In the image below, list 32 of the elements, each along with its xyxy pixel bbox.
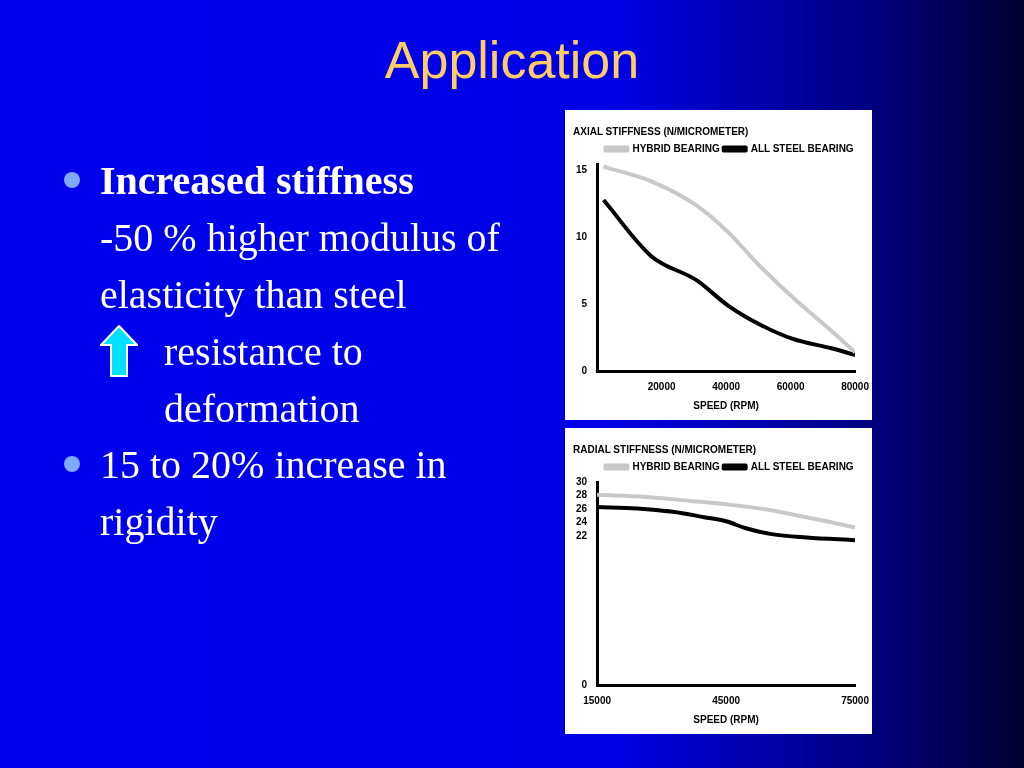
x-tick-label: 75000 <box>841 694 870 706</box>
text: 15 to 20% increase in rigidity <box>100 441 448 546</box>
x-tick-label: 40000 <box>712 380 741 392</box>
x-tick-label: 15000 <box>583 694 612 706</box>
y-tick-label: 22 <box>576 529 588 541</box>
x-axis-title: SPEED (RPM) <box>693 399 759 411</box>
x-tick-label: 20000 <box>647 380 676 392</box>
x-tick-label: 45000 <box>712 694 741 706</box>
y-tick-label: 0 <box>581 678 588 690</box>
text: Application <box>383 30 641 90</box>
chart-title: AXIAL STIFFNESS (N/MICROMETER) <box>573 125 749 137</box>
legend-label: ALL STEEL BEARING <box>750 142 854 154</box>
chart-title: RADIAL STIFFNESS (N/MICROMETER) <box>573 443 757 455</box>
line-series <box>597 492 856 530</box>
y-tick-label: 30 <box>576 475 588 487</box>
y-tick-label: 26 <box>576 502 588 514</box>
y-tick-label: 28 <box>576 489 588 501</box>
y-tick-label: 15 <box>576 164 588 176</box>
x-tick-label: 80000 <box>841 380 870 392</box>
legend-label: HYBRID BEARING <box>632 142 720 154</box>
line-series <box>601 164 856 355</box>
line-series <box>601 198 856 357</box>
x-tick-label: 60000 <box>776 380 805 392</box>
y-tick-label: 10 <box>576 231 588 243</box>
y-tick-label: 0 <box>581 364 588 376</box>
text: Increased stiffness <box>100 157 415 205</box>
legend-label: HYBRID BEARING <box>632 460 720 472</box>
y-tick-label: 5 <box>581 297 588 309</box>
legend-label: ALL STEEL BEARING <box>750 460 854 472</box>
x-axis-title: SPEED (RPM) <box>693 713 759 725</box>
text: resistance to deformation <box>164 329 363 431</box>
y-tick-label: 24 <box>576 516 588 528</box>
